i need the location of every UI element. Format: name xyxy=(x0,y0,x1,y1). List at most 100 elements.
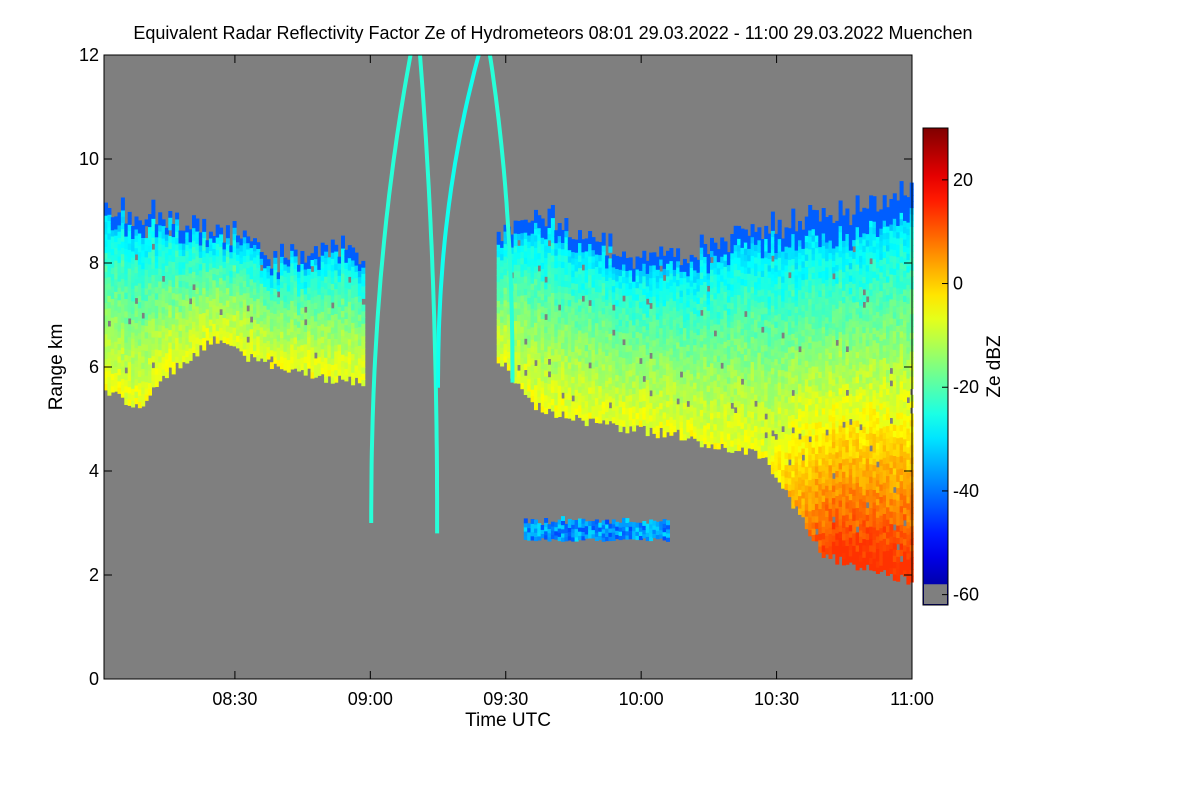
ze-cell xyxy=(740,234,745,242)
ze-cell xyxy=(327,319,332,327)
ze-cell xyxy=(618,294,623,301)
ze-cell xyxy=(611,366,616,374)
ze-cell xyxy=(791,295,796,303)
ze-cell xyxy=(608,302,613,309)
ze-cell xyxy=(770,286,775,294)
ze-cell xyxy=(703,262,708,270)
ze-cell xyxy=(561,354,565,362)
ze-cell xyxy=(249,334,254,342)
ze-cell xyxy=(635,262,640,270)
ze-cell xyxy=(530,389,535,396)
ze-cell xyxy=(259,320,264,328)
ze-cell xyxy=(141,399,146,407)
ze-cell xyxy=(676,260,681,268)
ze-cell xyxy=(297,339,301,347)
ze-cell xyxy=(357,289,362,296)
ze-cell xyxy=(303,331,308,339)
ze-cell xyxy=(144,313,149,320)
ze-cell xyxy=(523,288,528,296)
ze-cell xyxy=(561,367,565,375)
ze-cell xyxy=(544,257,549,265)
ze-cell xyxy=(185,288,190,295)
ze-cell xyxy=(784,296,789,303)
ze-cell xyxy=(760,276,765,284)
ze-cell xyxy=(821,226,826,234)
ze-cell xyxy=(774,333,779,341)
ze-cell xyxy=(659,333,664,341)
ze-cell xyxy=(361,285,366,293)
ze-cell xyxy=(642,413,647,420)
ze-cell xyxy=(726,351,731,359)
ze-cell xyxy=(154,274,159,281)
ze-cell xyxy=(713,323,718,331)
ze-cell xyxy=(835,476,840,484)
ze-cell xyxy=(134,322,139,330)
ze-cell xyxy=(584,244,589,252)
ze-cell xyxy=(574,302,579,309)
ze-cell xyxy=(825,254,830,262)
ze-cell xyxy=(347,357,352,365)
ze-cell xyxy=(276,316,281,323)
ze-cell xyxy=(720,343,725,351)
ze-cell xyxy=(818,402,823,410)
ze-cell xyxy=(581,401,586,409)
ze-cell xyxy=(550,248,555,256)
ze-cell xyxy=(811,322,816,330)
ze-cell xyxy=(185,337,190,345)
ze-cell xyxy=(662,305,667,313)
ze-cell xyxy=(544,401,549,408)
ze-cell xyxy=(605,305,610,313)
ze-cell xyxy=(286,259,291,267)
ze-cell xyxy=(798,270,802,278)
ze-cell xyxy=(320,273,325,281)
ze-cell xyxy=(635,412,640,420)
ze-cell xyxy=(669,416,674,424)
ze-cell xyxy=(564,305,569,313)
ze-cell xyxy=(608,358,613,366)
ze-cell xyxy=(286,365,291,373)
ze-cell xyxy=(188,254,193,261)
ze-cell xyxy=(344,293,349,301)
ze-cell xyxy=(754,331,758,339)
ze-cell xyxy=(523,388,528,395)
ze-cell xyxy=(561,304,565,312)
ze-cell xyxy=(161,294,166,301)
ze-cell xyxy=(767,302,772,309)
ze-cell xyxy=(188,341,193,349)
ze-cell xyxy=(638,320,643,327)
ze-cell xyxy=(537,377,542,385)
ze-cell xyxy=(689,304,694,312)
ze-cell xyxy=(578,348,582,356)
ze-cell xyxy=(611,372,616,380)
ze-cell xyxy=(767,420,772,428)
ze-cell xyxy=(740,372,745,379)
ze-cell xyxy=(672,294,677,302)
ze-cell xyxy=(611,391,616,399)
ze-cell xyxy=(212,254,217,262)
ze-cell xyxy=(554,236,559,244)
ze-cell xyxy=(334,257,339,265)
ze-cell xyxy=(825,329,830,337)
ze-cell xyxy=(229,307,234,315)
ze-cell xyxy=(703,350,708,357)
ze-cell xyxy=(120,278,125,286)
ze-cell xyxy=(831,497,836,505)
ze-cell xyxy=(550,211,555,219)
ze-cell xyxy=(574,295,579,303)
ze-cell xyxy=(104,227,108,235)
ze-cell xyxy=(777,375,782,383)
ze-cell xyxy=(137,295,142,303)
ze-cell xyxy=(791,439,796,447)
ze-cell xyxy=(699,384,704,392)
ze-cell xyxy=(601,270,606,277)
ze-cell xyxy=(598,260,603,268)
ze-cell xyxy=(550,342,555,350)
ze-cell xyxy=(124,360,129,368)
ze-cell xyxy=(618,337,623,345)
ze-cell xyxy=(740,309,745,317)
ze-cell xyxy=(591,237,596,244)
ze-cell xyxy=(239,344,244,352)
ze-cell xyxy=(550,373,555,381)
ze-cell xyxy=(659,390,664,397)
ze-cell xyxy=(781,269,786,277)
